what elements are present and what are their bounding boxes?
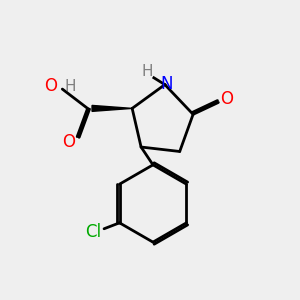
Text: N: N — [160, 75, 172, 93]
Text: O: O — [220, 91, 233, 109]
Text: O: O — [62, 133, 75, 151]
Text: H: H — [141, 64, 153, 79]
Text: Cl: Cl — [85, 223, 101, 241]
Text: H: H — [64, 79, 76, 94]
Polygon shape — [92, 105, 132, 111]
Text: O: O — [44, 77, 58, 95]
